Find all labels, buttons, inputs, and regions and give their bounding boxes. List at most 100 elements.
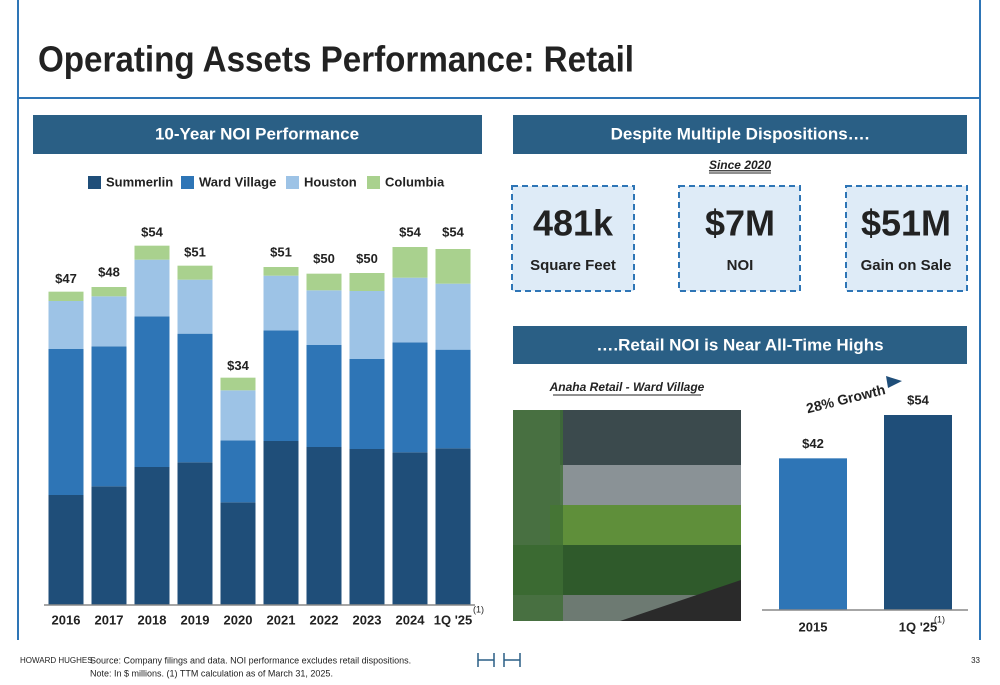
section-title: Despite Multiple Dispositions…. [611, 124, 870, 143]
x-tick-label: 2021 [267, 612, 296, 627]
bar-segment [220, 390, 256, 441]
bar-segment [435, 249, 471, 284]
bar-segment [134, 316, 170, 467]
bar-segment [306, 273, 342, 291]
bar-segment [220, 377, 256, 391]
kpi-value: $7M [705, 203, 775, 244]
kpi-label: Square Feet [530, 257, 616, 274]
total-label: $54 [399, 224, 421, 239]
bar-segment [263, 275, 299, 331]
photo-road [620, 580, 741, 621]
bar-segment [134, 259, 170, 317]
bar-segment [91, 346, 127, 487]
photo-canopy [550, 505, 741, 545]
bar-segment [349, 291, 385, 359]
kpi-value: 481k [533, 203, 614, 244]
note: Note: In $ millions. (1) TTM calculation… [90, 668, 333, 678]
value-label: $54 [907, 392, 929, 407]
bar-segment [91, 486, 127, 605]
legend-label: Ward Village [199, 174, 276, 189]
bar-segment [435, 448, 471, 605]
bar-segment [392, 247, 428, 278]
x-tick-label: 2019 [181, 612, 210, 627]
bar-segment [435, 349, 471, 449]
bar-segment [392, 277, 428, 343]
x-tick-label: 2023 [353, 612, 382, 627]
bar-segment [48, 301, 84, 349]
x-tick-label: 2015 [799, 619, 828, 634]
legend-swatch [88, 176, 101, 189]
section-title: 10-Year NOI Performance [155, 124, 359, 143]
total-label: $50 [313, 251, 335, 266]
bar [779, 458, 847, 610]
legend-swatch [367, 176, 380, 189]
x-tick-label: 2022 [310, 612, 339, 627]
photo-building [560, 410, 741, 465]
since-label: Since 2020 [709, 158, 771, 172]
slide-title: Operating Assets Performance: Retail [38, 39, 634, 80]
total-label: $51 [184, 244, 206, 259]
photo-caption: Anaha Retail - Ward Village [549, 380, 705, 394]
logo-mark [477, 653, 521, 667]
arrow-head [886, 376, 902, 388]
photo-palm [513, 410, 563, 621]
bar-segment [134, 467, 170, 605]
x-tick-label: 2018 [138, 612, 167, 627]
bar-segment [435, 283, 471, 350]
brand: HOWARD HUGHES [20, 656, 93, 665]
total-label: $51 [270, 244, 292, 259]
bar-segment [392, 342, 428, 453]
bar-segment [349, 449, 385, 605]
bar-segment [220, 502, 256, 605]
bar-segment [48, 495, 84, 605]
source: Source: Company filings and data. NOI pe… [90, 655, 411, 665]
x-tick-label: 2016 [52, 612, 81, 627]
bar-segment [349, 359, 385, 449]
legend-label: Houston [304, 174, 357, 189]
category-note: (1) [934, 614, 945, 624]
kpi-value: $51M [861, 203, 951, 244]
bar-segment [263, 441, 299, 605]
total-label: $48 [98, 264, 120, 279]
kpi-box [511, 185, 635, 292]
bar-segment [306, 345, 342, 447]
section-header [513, 326, 967, 364]
bar-segment [91, 296, 127, 347]
bar-segment [306, 447, 342, 605]
section-title: ….Retail NOI is Near All-Time Highs [596, 335, 883, 354]
bar-segment [177, 265, 213, 280]
legend-swatch [286, 176, 299, 189]
bar-segment [177, 333, 213, 463]
bar-segment [48, 349, 84, 495]
section-header [33, 115, 482, 154]
total-label: $34 [227, 358, 249, 373]
logo [477, 653, 521, 667]
photo-storefront [560, 465, 741, 505]
annotation: 28% Growth [804, 381, 886, 416]
bar-segment [392, 452, 428, 605]
total-label: $47 [55, 271, 77, 286]
kpi-box [678, 185, 801, 292]
bar-segment [177, 279, 213, 334]
category-note: (1) [473, 604, 484, 614]
legend-label: Columbia [385, 174, 445, 189]
total-label: $54 [141, 224, 163, 239]
page-number: 33 [971, 656, 980, 665]
kpi-boxes: 481k Square Feet $7M NOI $51M Gain on Sa… [511, 185, 968, 292]
x-tick-label: 1Q '25 [899, 619, 938, 634]
legend-label: Summerlin [106, 174, 173, 189]
x-tick-label: 1Q '25 [434, 612, 473, 627]
bar-segment [177, 462, 213, 605]
photo [513, 410, 741, 621]
kpi-label: Gain on Sale [861, 257, 952, 274]
bar-segment [134, 245, 170, 260]
x-tick-label: 2020 [224, 612, 253, 627]
bar-segment [91, 287, 127, 297]
x-tick-label: 2024 [396, 612, 426, 627]
kpi-box [845, 185, 968, 292]
bar-segment [263, 267, 299, 276]
bar-segment [306, 290, 342, 345]
x-tick-label: 2017 [95, 612, 124, 627]
bar-segment [263, 330, 299, 441]
